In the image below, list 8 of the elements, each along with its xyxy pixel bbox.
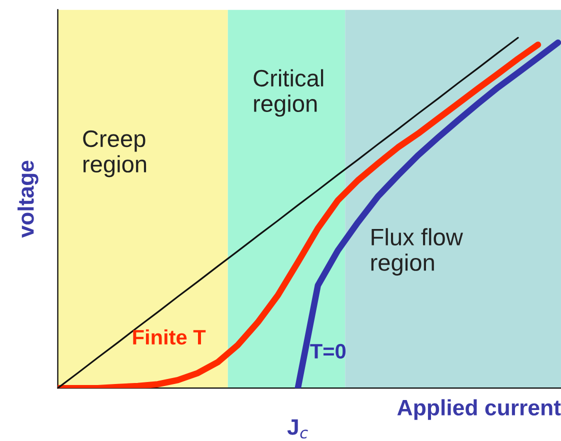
annotation: Critical region [254, 69, 324, 117]
series-label: Finite T [133, 329, 206, 345]
annotation: Flux flow region [371, 228, 463, 276]
x-axis-title: Applied current [397, 399, 561, 420]
text: J$_{c}$ [287, 419, 308, 439]
annotation: Creep region [83, 130, 146, 178]
y-axis-title: voltage [18, 160, 38, 238]
series-label: T=0 [310, 344, 346, 359]
